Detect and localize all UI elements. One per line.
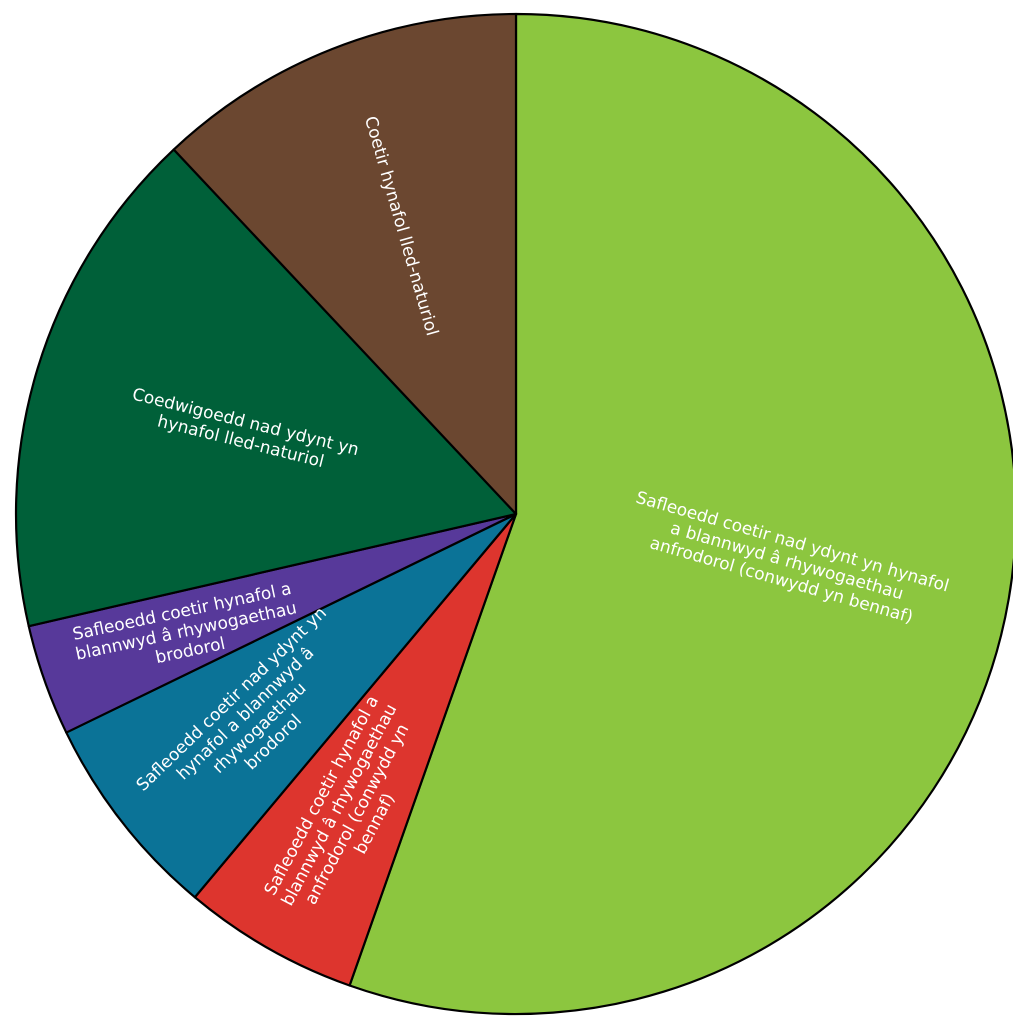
slices-layer <box>14 12 1013 1016</box>
pie-slice-6 <box>172 12 518 516</box>
pie-slice-2 <box>193 512 518 987</box>
pie-slice-1 <box>348 12 1013 1016</box>
pie-slice-5 <box>14 148 518 628</box>
pie-slice-3 <box>65 512 518 899</box>
